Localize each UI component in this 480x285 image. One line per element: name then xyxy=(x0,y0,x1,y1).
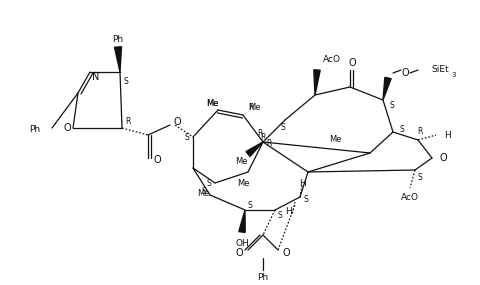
Text: R: R xyxy=(248,103,253,111)
Text: Ph: Ph xyxy=(29,125,41,135)
Text: R: R xyxy=(417,127,423,135)
Polygon shape xyxy=(314,70,320,95)
Polygon shape xyxy=(239,210,245,233)
Text: Me: Me xyxy=(237,180,249,188)
Text: S: S xyxy=(389,101,394,109)
Text: Me: Me xyxy=(197,188,209,198)
Text: N: N xyxy=(92,72,99,82)
Text: Me: Me xyxy=(235,158,247,166)
Text: S: S xyxy=(206,180,211,188)
Text: S: S xyxy=(303,196,308,205)
Text: Me: Me xyxy=(206,99,218,107)
Text: AcO: AcO xyxy=(323,54,341,64)
Text: SiEt: SiEt xyxy=(431,66,449,74)
Text: O: O xyxy=(401,68,409,78)
Polygon shape xyxy=(115,47,121,72)
Text: O: O xyxy=(173,117,181,127)
Text: O: O xyxy=(282,248,290,258)
Text: S: S xyxy=(277,211,282,219)
Polygon shape xyxy=(383,77,391,100)
Text: S: S xyxy=(248,201,253,209)
Polygon shape xyxy=(246,142,263,156)
Text: AcO: AcO xyxy=(401,194,419,203)
Text: 3: 3 xyxy=(451,72,456,78)
Text: O: O xyxy=(440,153,448,163)
Text: H: H xyxy=(285,207,291,217)
Text: Me: Me xyxy=(248,103,261,113)
Text: S: S xyxy=(123,76,128,86)
Text: R: R xyxy=(260,133,265,141)
Text: S: S xyxy=(281,123,286,133)
Text: S: S xyxy=(418,174,423,182)
Text: O: O xyxy=(348,58,356,68)
Text: OH: OH xyxy=(235,239,249,249)
Text: O: O xyxy=(153,155,161,165)
Text: R: R xyxy=(257,129,263,139)
Text: H: H xyxy=(299,178,305,188)
Text: H: H xyxy=(444,131,451,139)
Text: O: O xyxy=(63,123,71,133)
Text: S: S xyxy=(184,133,189,142)
Text: R: R xyxy=(125,117,131,125)
Text: O: O xyxy=(235,248,243,258)
Text: Ph: Ph xyxy=(112,36,123,44)
Text: R: R xyxy=(266,139,271,148)
Text: S: S xyxy=(399,125,404,135)
Text: Ph: Ph xyxy=(257,274,269,282)
Text: S: S xyxy=(201,188,206,196)
Text: Me: Me xyxy=(329,135,341,144)
Text: Me: Me xyxy=(206,99,218,109)
